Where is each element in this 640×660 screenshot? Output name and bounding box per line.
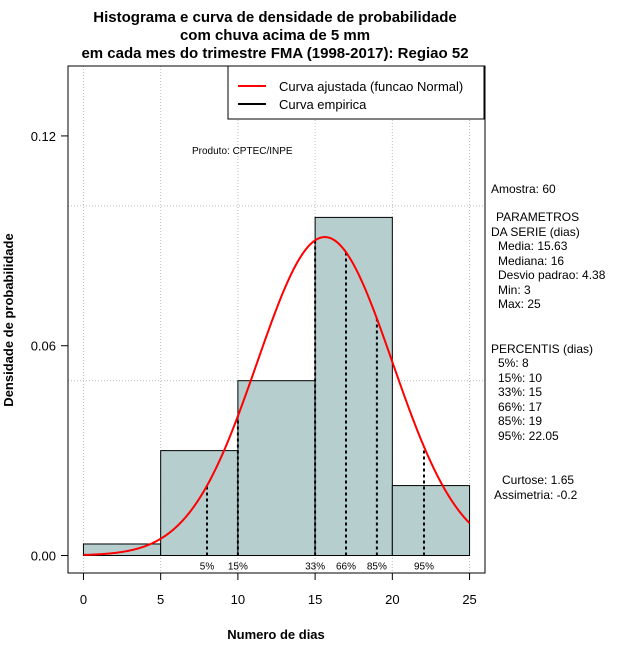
histogram-bar-4 (391, 485, 471, 557)
params-title-2: DA SERIE (dias) (491, 225, 580, 239)
percentile-lines: 5% 15% 33% 66% 85% 95% (200, 240, 434, 573)
param-min: Min: 3 (498, 283, 531, 297)
param-desvio: Desvio padrao: 4.38 (498, 268, 606, 282)
percentil-15: 15%: 10 (498, 371, 542, 385)
normal-curve (83, 236, 471, 556)
x-tick-label-3: 15 (308, 592, 322, 607)
chart-title-line-3: em cada mes do trimestre FMA (1998-2017)… (81, 45, 468, 62)
curves (83, 236, 471, 556)
percentile-label-5: 95% (414, 562, 434, 573)
product-annotation: Produto: CPTEC/INPE (192, 146, 293, 157)
sample-size: Amostra: 60 (491, 182, 556, 196)
percentis-title: PERCENTIS (dias) (491, 342, 593, 356)
grid-lines (68, 66, 485, 573)
legend-label-normal: Curva ajustada (funcao Normal) (279, 79, 463, 94)
curtose: Curtose: 1.65 (502, 473, 574, 487)
histogram-bar-2 (237, 380, 316, 557)
legend-box (227, 65, 485, 120)
statistics-panel: Amostra: 60 PARAMETROS DA SERIE (dias) M… (491, 182, 606, 502)
param-mediana: Mediana: 16 (498, 254, 564, 268)
x-tick-label-4: 20 (385, 592, 399, 607)
chart-title-line-2: com chuva acima de 5 mm (180, 27, 370, 44)
percentil-5: 5%: 8 (498, 356, 529, 370)
percentile-label-0: 5% (200, 562, 215, 573)
y-axis-label: Densidade de probabilidade (1, 233, 16, 406)
percentil-33: 33%: 15 (498, 385, 542, 399)
legend-label-empirical: Curva empirica (279, 97, 367, 112)
percentil-85: 85%: 19 (498, 414, 542, 428)
percentile-label-3: 66% (336, 562, 356, 573)
axes: 0 5 10 15 20 25 0.00 0.06 0.12 (31, 129, 477, 607)
param-media: Media: 15.63 (498, 239, 568, 253)
percentile-label-2: 33% (305, 562, 325, 573)
percentil-66: 66%: 17 (498, 400, 542, 414)
chart-title-line-1: Histograma e curva de densidade de proba… (93, 9, 456, 26)
histogram-bar-1 (160, 450, 239, 557)
percentil-95: 95%: 22.05 (498, 429, 559, 443)
legend: Curva ajustada (funcao Normal) Curva emp… (227, 65, 485, 120)
x-tick-label-0: 0 (80, 592, 87, 607)
percentile-label-4: 85% (367, 562, 387, 573)
y-tick-label-2: 0.12 (31, 129, 56, 144)
histogram-bars (82, 216, 471, 557)
param-max: Max: 25 (498, 297, 541, 311)
percentile-label-1: 15% (228, 562, 248, 573)
x-tick-label-5: 25 (462, 592, 476, 607)
y-tick-label-1: 0.06 (31, 339, 56, 354)
assimetria: Assimetria: -0.2 (494, 488, 578, 502)
params-title-1: PARAMETROS (496, 210, 579, 224)
x-axis-label: Numero de dias (227, 627, 325, 642)
y-tick-label-0: 0.00 (31, 549, 56, 564)
x-tick-label-2: 10 (231, 592, 245, 607)
histogram-bar-3 (314, 216, 393, 557)
x-tick-label-1: 5 (157, 592, 164, 607)
